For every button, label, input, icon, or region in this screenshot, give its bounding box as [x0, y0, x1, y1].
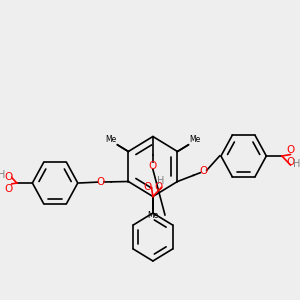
- Text: O: O: [149, 161, 157, 171]
- Text: O: O: [286, 157, 295, 167]
- Text: O: O: [200, 167, 208, 176]
- Text: H: H: [157, 176, 164, 186]
- Text: Me: Me: [147, 211, 158, 220]
- Text: H: H: [0, 169, 6, 180]
- Text: O: O: [154, 182, 163, 193]
- Text: O: O: [96, 177, 105, 187]
- Text: Me: Me: [106, 136, 117, 145]
- Text: H: H: [293, 159, 300, 170]
- Text: O: O: [4, 172, 12, 182]
- Text: Me: Me: [189, 136, 200, 145]
- Text: O: O: [143, 182, 152, 193]
- Text: O: O: [286, 145, 295, 155]
- Text: O: O: [4, 184, 12, 194]
